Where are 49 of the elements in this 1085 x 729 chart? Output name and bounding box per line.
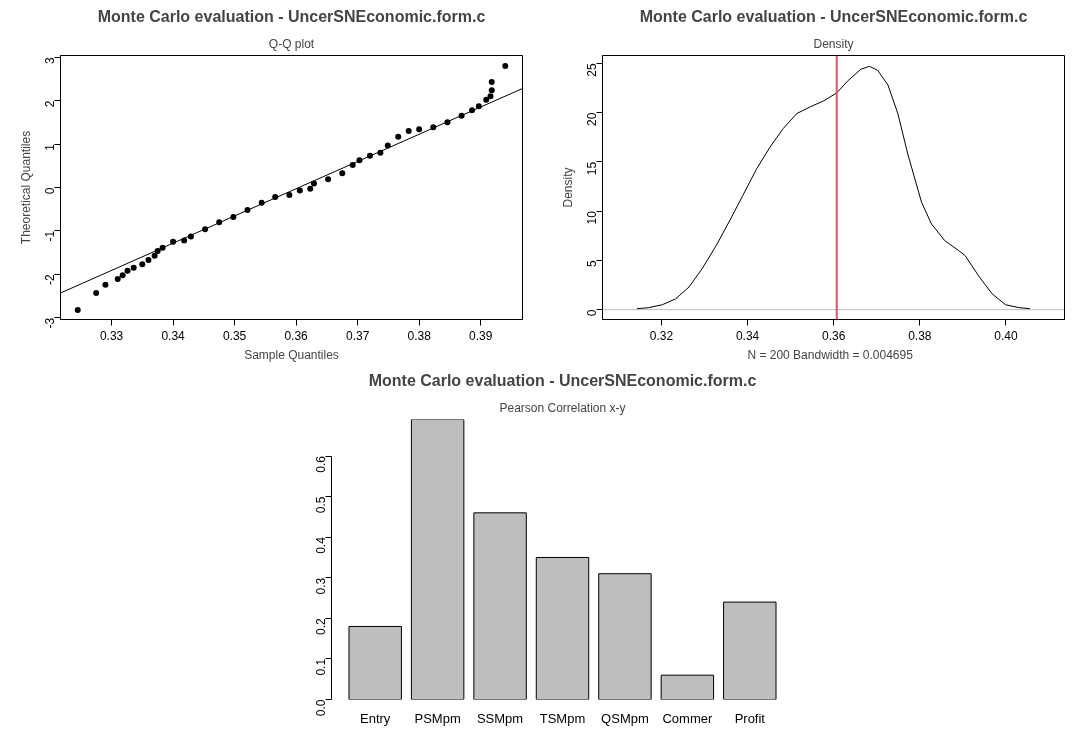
- x-tick-label: 0.34: [735, 328, 760, 343]
- y-tick-label: 3: [43, 56, 57, 64]
- x-axis-title: Sample Quantiles: [244, 347, 339, 362]
- y-tick-label: 0.5: [314, 496, 328, 514]
- x-tick-label: 0.38: [407, 328, 432, 343]
- chart-title: Monte Carlo evaluation - UncerSNEconomic.form.c: [639, 7, 1028, 25]
- x-tick-label: 0.33: [99, 328, 124, 343]
- y-tick-label: 0: [43, 187, 57, 195]
- x-tick-label: 0.36: [822, 328, 846, 343]
- x-tick-label: 0.35: [222, 328, 247, 343]
- chart-subtitle: Pearson Correlation x-y: [499, 400, 626, 415]
- y-tick-label: 0.2: [314, 618, 328, 636]
- x-tick-label: Commer: [662, 710, 713, 726]
- x-tick-label: SSMpm: [476, 710, 524, 726]
- x-tick-label: 0.40: [994, 328, 1018, 343]
- y-tick-label: 0.0: [314, 699, 328, 717]
- y-tick-label: 0.3: [314, 577, 328, 595]
- x-tick-label: QSMpm: [601, 710, 649, 726]
- y-tick-label: 20: [585, 112, 599, 126]
- y-tick-label: 0.4: [314, 536, 328, 554]
- y-tick-label: 0.1: [314, 658, 328, 676]
- chart-title: Monte Carlo evaluation - UncerSNEconomic.form.c: [97, 7, 486, 25]
- x-tick-label: 0.36: [284, 328, 309, 343]
- y-tick-label: 10: [585, 210, 599, 225]
- x-tick-label: TSMpm: [539, 710, 586, 726]
- x-tick-label: 0.37: [345, 328, 370, 343]
- y-tick-label: 1: [43, 143, 57, 151]
- y-axis-title: Theoretical Quantiles: [18, 130, 33, 245]
- x-tick-label: 0.39: [468, 328, 493, 343]
- y-tick-label: -1: [43, 230, 57, 242]
- x-tick-label: 0.32: [649, 328, 674, 343]
- x-tick-label: 0.34: [161, 328, 186, 343]
- y-axis-title: Density: [560, 167, 575, 208]
- y-tick-label: 5: [585, 260, 599, 268]
- x-tick-label: PSMpm: [414, 710, 461, 726]
- x-tick-label: Profit: [734, 710, 766, 726]
- x-axis-title: N = 200 Bandwidth = 0.004695: [747, 347, 914, 362]
- chart-subtitle: Q-Q plot: [268, 36, 315, 51]
- x-tick-label: Entry: [360, 710, 391, 726]
- x-tick-label: 0.38: [908, 328, 932, 343]
- y-tick-label: -3: [43, 317, 57, 329]
- y-tick-label: 25: [585, 63, 599, 77]
- y-tick-label: -2: [43, 274, 57, 286]
- y-tick-label: 0: [585, 309, 599, 317]
- chart-title: Monte Carlo evaluation - UncerSNEconomic.form.c: [368, 371, 757, 389]
- y-tick-label: 15: [585, 161, 599, 176]
- y-tick-label: 0.6: [314, 455, 328, 473]
- chart-subtitle: Density: [813, 36, 854, 51]
- y-tick-label: 2: [43, 100, 57, 108]
